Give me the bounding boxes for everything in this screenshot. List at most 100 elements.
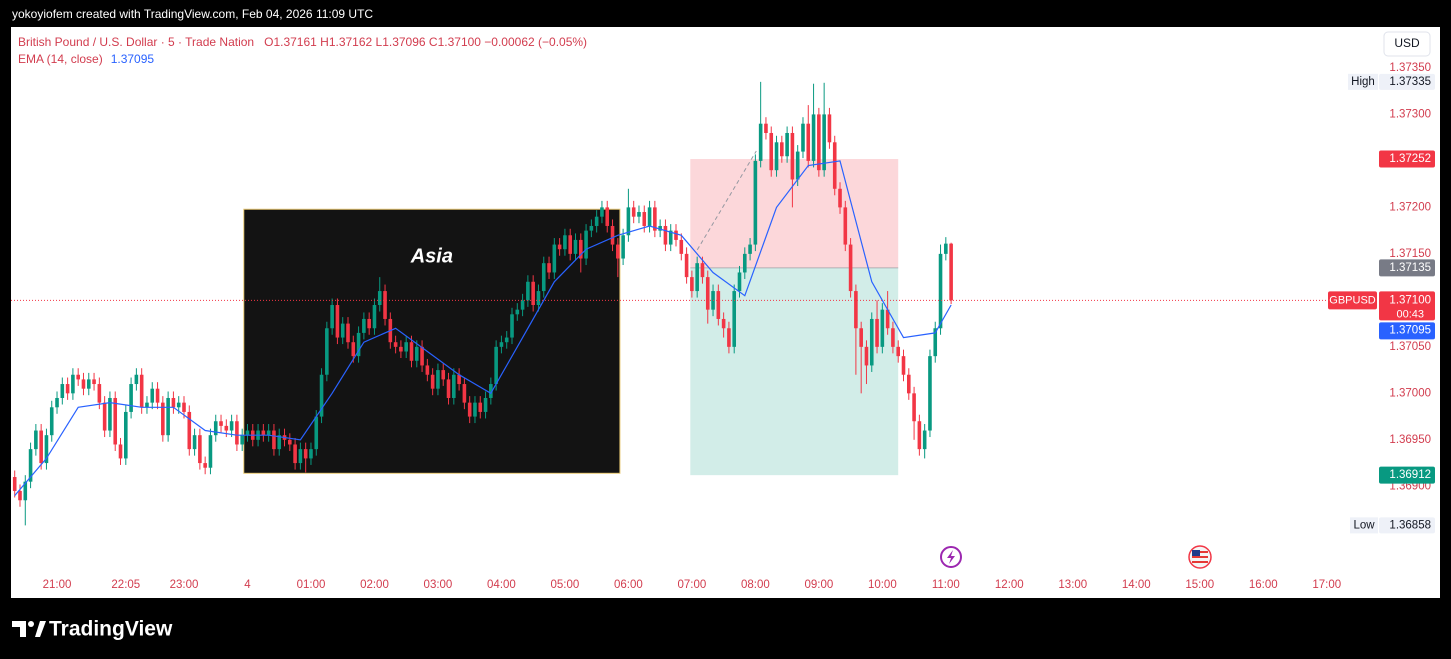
legend-row: British Pound / U.S. Dollar · 5 · Trade … bbox=[18, 35, 587, 49]
candle-body bbox=[584, 230, 588, 259]
x-tick-label: 06:00 bbox=[614, 579, 643, 591]
candle-body bbox=[192, 435, 197, 450]
candle-body bbox=[399, 346, 403, 352]
candle-body bbox=[499, 342, 504, 347]
currency-button[interactable] bbox=[1383, 31, 1431, 57]
candle-body bbox=[346, 323, 350, 343]
candle-body bbox=[161, 402, 165, 436]
target-zone bbox=[690, 267, 899, 476]
candle-body bbox=[774, 142, 779, 171]
candle-body bbox=[515, 309, 520, 315]
y-tick-label: 1.37150 bbox=[1389, 248, 1431, 260]
high-value-box bbox=[1379, 73, 1435, 90]
indicator-name: EMA (14, close) bbox=[18, 52, 103, 66]
candle-body bbox=[727, 328, 731, 347]
candle-body bbox=[108, 397, 112, 431]
candle-body bbox=[425, 365, 430, 375]
candle-body bbox=[55, 397, 59, 408]
candle-body bbox=[208, 435, 213, 468]
candle-body bbox=[49, 407, 54, 436]
indicator-value: 1.37095 bbox=[111, 52, 155, 66]
candle-body bbox=[436, 370, 440, 389]
candle-body bbox=[229, 421, 234, 431]
candle-body bbox=[912, 393, 916, 422]
candle-body bbox=[124, 411, 128, 459]
candle-body bbox=[880, 309, 885, 347]
candle-body bbox=[34, 430, 38, 450]
y-tick-label: 1.37000 bbox=[1389, 387, 1431, 399]
candle-body bbox=[76, 374, 80, 380]
candle-body bbox=[795, 151, 800, 180]
x-tick-label: 21:00 bbox=[43, 579, 72, 591]
candle-body bbox=[86, 379, 91, 389]
plot: Asia 21:00 22:05 23:00 4 01:00 02:00 03:00 04:00… bbox=[11, 81, 1377, 591]
candle-body bbox=[758, 123, 763, 161]
candle-body bbox=[393, 342, 398, 347]
candle-body bbox=[155, 388, 160, 403]
candle-body bbox=[716, 291, 721, 319]
low-tag bbox=[1350, 517, 1378, 534]
candle-body bbox=[303, 449, 308, 459]
candle-body bbox=[309, 449, 313, 459]
session-box bbox=[243, 208, 621, 474]
candle-body bbox=[245, 430, 250, 436]
x-tick-label: 03:00 bbox=[424, 579, 453, 591]
x-tick-label: 09:00 bbox=[804, 579, 833, 591]
candle-body bbox=[547, 263, 551, 273]
candle-body bbox=[494, 346, 498, 385]
candle-body bbox=[383, 291, 387, 319]
y-tick-label: 1.37300 bbox=[1389, 108, 1431, 120]
candle-body bbox=[28, 449, 33, 482]
x-tick-label: 10:00 bbox=[868, 579, 897, 591]
candle-body bbox=[695, 263, 699, 292]
candle-body bbox=[483, 397, 488, 412]
candle-body bbox=[737, 272, 742, 292]
x-tick-label: 22:05 bbox=[111, 579, 140, 591]
candle-body bbox=[240, 435, 244, 445]
entry-price-label: 1.37135 bbox=[1389, 262, 1431, 274]
candle-body bbox=[404, 342, 408, 352]
symbol-tag bbox=[1328, 291, 1377, 310]
candle-body bbox=[293, 444, 297, 464]
candle-body bbox=[203, 463, 207, 468]
indicator-row: EMA (14, close) 1.37095 bbox=[18, 52, 154, 66]
candle-body bbox=[288, 439, 292, 445]
candle-body bbox=[319, 374, 324, 417]
candle-body bbox=[541, 263, 546, 292]
candle-body bbox=[616, 244, 620, 259]
candle-body bbox=[869, 318, 874, 366]
last-price-label: 1.37100 bbox=[1389, 294, 1431, 306]
brand-logo bbox=[12, 621, 46, 637]
candle-body bbox=[261, 430, 266, 436]
candle-body bbox=[922, 430, 927, 450]
candle-body bbox=[578, 239, 583, 259]
candle-body bbox=[414, 346, 419, 361]
candle-body bbox=[817, 114, 821, 171]
x-tick-label: 14:00 bbox=[1122, 579, 1151, 591]
candle-body bbox=[949, 243, 953, 301]
candle-body bbox=[23, 481, 28, 501]
candle-body bbox=[790, 132, 795, 180]
candle-body bbox=[742, 253, 747, 273]
candle-body bbox=[356, 332, 361, 357]
attribution: yokoyiofem created with TradingView.com,… bbox=[12, 7, 373, 21]
candle-body bbox=[420, 346, 424, 366]
candle-body bbox=[848, 244, 853, 292]
candle-body bbox=[605, 207, 610, 226]
candle-body bbox=[875, 318, 879, 347]
candle-body bbox=[176, 402, 181, 408]
target-price-label: 1.36912 bbox=[1389, 469, 1431, 481]
candle-body bbox=[859, 328, 863, 347]
candle-body bbox=[658, 225, 662, 231]
candle-body bbox=[139, 374, 144, 408]
x-tick-label: 02:00 bbox=[360, 579, 389, 591]
ema-line bbox=[14, 160, 952, 496]
y-tick-label: 1.37050 bbox=[1389, 341, 1431, 353]
candle-body bbox=[60, 384, 65, 398]
indicator-price-box bbox=[1379, 322, 1435, 340]
candle-body bbox=[145, 402, 149, 408]
candle-body bbox=[198, 435, 202, 464]
candle-body bbox=[838, 188, 842, 208]
